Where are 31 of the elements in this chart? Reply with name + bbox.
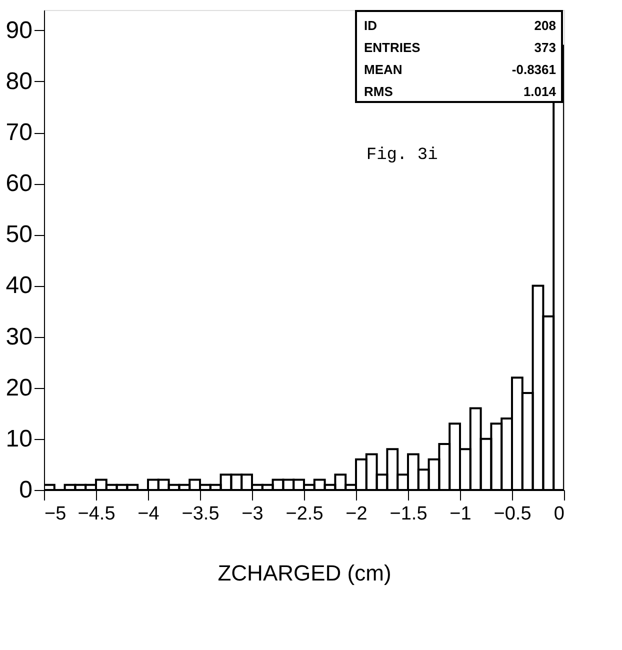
annotation: 208 xyxy=(534,18,556,33)
y-tick-label: 10 xyxy=(6,425,32,452)
x-tick-label: −4.5 xyxy=(78,504,116,524)
annotation: ID xyxy=(364,18,377,33)
x-tick-label: −5 xyxy=(44,504,66,524)
annotation: MEAN xyxy=(364,62,402,77)
y-tick-label: 80 xyxy=(6,68,32,95)
annotation: ENTRIES xyxy=(364,40,421,55)
x-tick-label: −3 xyxy=(242,504,264,524)
x-tick-label: −1 xyxy=(450,504,472,524)
x-tick-label: −2.5 xyxy=(286,504,324,524)
y-tick-label: 50 xyxy=(6,221,32,248)
y-tick-label: 40 xyxy=(6,272,32,300)
x-tick-label: −4 xyxy=(138,504,160,524)
y-tick-label: 30 xyxy=(6,323,32,350)
x-tick-label: −2 xyxy=(346,504,368,524)
annotation: Fig. 3i xyxy=(366,146,438,165)
y-tick-label: 60 xyxy=(6,170,32,198)
y-tick-label: 90 xyxy=(6,16,32,44)
x-axis-title: ZCHARGED (cm) xyxy=(218,560,392,586)
annotation: 373 xyxy=(534,40,556,55)
y-tick-label: 20 xyxy=(6,374,32,402)
y-tick-label: 70 xyxy=(6,119,32,146)
annotation: 1.014 xyxy=(523,84,557,99)
x-tick-label: 0 xyxy=(554,504,564,524)
x-tick-label: −3.5 xyxy=(182,504,220,524)
x-tick-label: −1.5 xyxy=(390,504,428,524)
annotation: RMS xyxy=(364,84,394,99)
x-tick-label: −0.5 xyxy=(494,504,532,524)
annotation: -0.8361 xyxy=(512,62,556,77)
y-tick-label: 0 xyxy=(19,476,32,504)
